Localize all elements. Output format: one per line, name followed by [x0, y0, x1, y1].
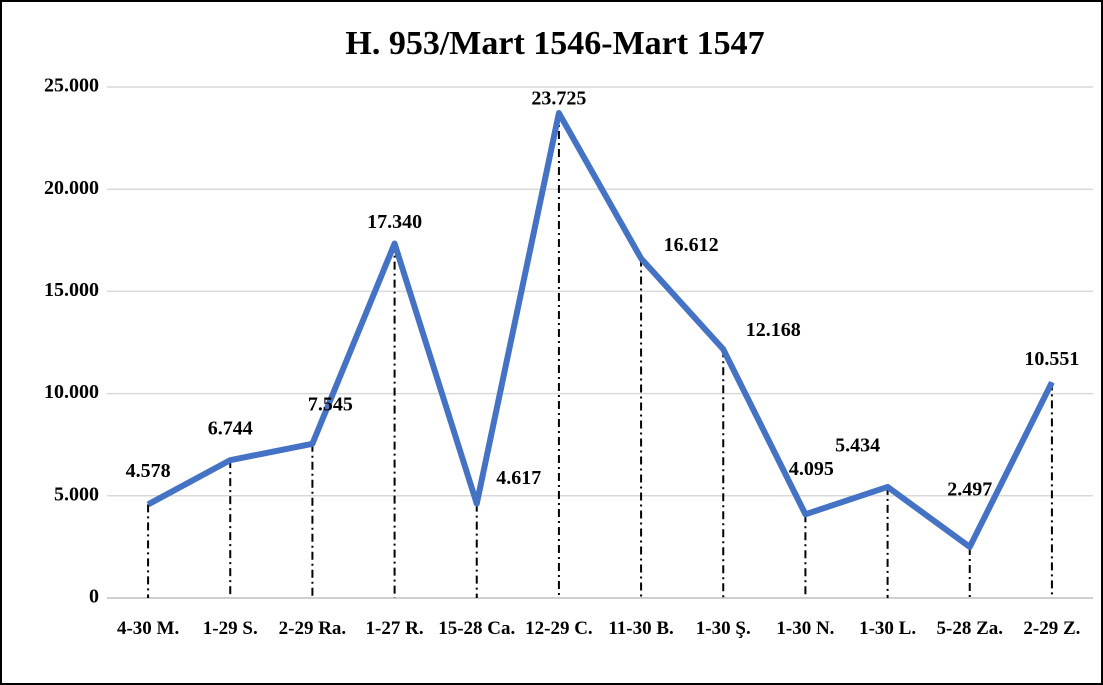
x-tick-label: 1-30 L.	[859, 618, 917, 639]
y-tick-label: 25.000	[44, 75, 99, 97]
y-tick-label: 20.000	[44, 177, 99, 199]
data-label: 6.744	[208, 418, 253, 440]
x-tick-label: 11-30 B.	[608, 618, 674, 639]
x-tick-label: 15-28 Ca.	[438, 618, 516, 639]
x-tick-label: 5-28 Za.	[936, 618, 1004, 639]
data-label: 12.168	[746, 319, 801, 341]
x-tick-label: 1-30 Ş.	[695, 618, 751, 639]
data-label: 17.340	[367, 211, 422, 233]
data-label: 10.551	[1024, 348, 1079, 370]
data-label: 5.434	[835, 435, 880, 457]
y-tick-label: 15.000	[44, 279, 99, 301]
chart-title: H. 953/Mart 1546-Mart 1547	[345, 25, 764, 62]
y-tick-label: 0	[89, 586, 99, 608]
data-label: 4.617	[496, 467, 541, 489]
data-label: 4.578	[126, 460, 171, 482]
data-label: 16.612	[664, 234, 719, 256]
line-series	[146, 110, 1055, 550]
x-tick-label: 2-29 Ra.	[278, 618, 347, 639]
data-label: 2.497	[947, 479, 992, 501]
data-label: 23.725	[531, 88, 586, 110]
y-tick-label: 10.000	[44, 381, 99, 403]
y-tick-label: 5.000	[54, 483, 99, 505]
x-tick-label: 2-29 Z.	[1023, 618, 1081, 639]
x-tick-label: 1-29 S.	[202, 618, 258, 639]
x-tick-label: 1-27 R.	[365, 618, 424, 639]
x-tick-label: 4-30 M.	[116, 618, 180, 639]
x-tick-label: 1-30 N.	[776, 618, 835, 639]
data-label: 4.095	[789, 458, 834, 480]
data-label: 7.545	[308, 393, 353, 415]
x-tick-label: 12-29 C.	[525, 618, 593, 639]
